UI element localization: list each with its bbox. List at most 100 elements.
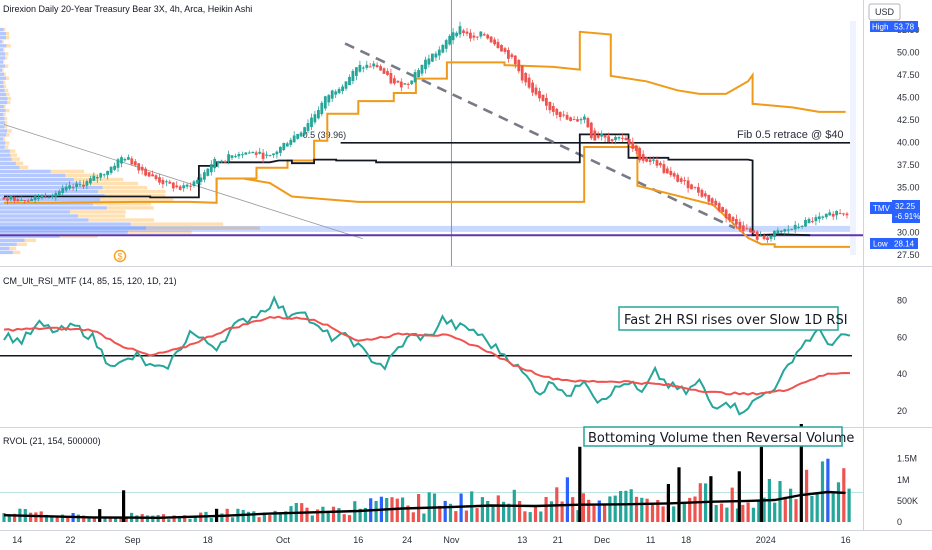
- candle-body: [234, 156, 237, 158]
- volume-bar: [847, 488, 851, 522]
- candle-body: [323, 96, 327, 109]
- candle-body: [686, 180, 690, 189]
- volume-profile-up-bar: [0, 141, 6, 145]
- volume-bar: [634, 496, 639, 522]
- candle-body: [437, 49, 441, 56]
- candle-body: [23, 200, 27, 201]
- volume-bar: [805, 469, 809, 522]
- candle-body: [721, 207, 724, 213]
- candle-body: [790, 228, 794, 230]
- volume-profile-up-bar: [0, 230, 128, 234]
- candle-body: [37, 198, 40, 200]
- volume-bar: [257, 517, 261, 522]
- candle-body: [310, 117, 313, 127]
- candle-body: [399, 81, 403, 88]
- candle-body: [296, 134, 300, 139]
- candle-body: [762, 235, 766, 240]
- volume-bar: [448, 503, 453, 522]
- volume-bar: [751, 507, 755, 522]
- volume-bar: [661, 506, 665, 522]
- candle-body: [662, 164, 666, 173]
- volume-bar: [103, 518, 107, 522]
- candle-body: [258, 151, 262, 154]
- volume-profile-down-bar: [3, 84, 7, 88]
- volume-axis-tick-label: 500K: [897, 496, 918, 506]
- last-price-tag: TMV 32.25 -6.91%: [870, 200, 920, 223]
- candle-body: [365, 64, 369, 68]
- candle-body: [244, 152, 248, 155]
- candle-body: [185, 184, 189, 187]
- candle-body: [741, 225, 745, 232]
- volume-profile-up-bar: [0, 56, 5, 60]
- volume-bar: [619, 491, 623, 522]
- currency-button[interactable]: USD: [868, 3, 901, 21]
- volume-profile-up-bar: [0, 169, 51, 174]
- volume-bar: [645, 498, 649, 522]
- candle-body: [317, 110, 320, 119]
- high-tag-value: 53.78: [894, 23, 915, 32]
- volume-bar: [252, 511, 256, 522]
- volume-bar: [815, 492, 819, 522]
- candle-body: [137, 163, 141, 171]
- volume-profile-down-bar: [2, 40, 4, 44]
- candle-body: [168, 181, 172, 184]
- volume-bar: [29, 512, 33, 522]
- candle-body: [728, 213, 731, 221]
- volume-profile-up-bar: [0, 238, 25, 242]
- volume-profile-down-bar: [73, 177, 124, 182]
- candle-body: [89, 178, 92, 184]
- volume-bar: [443, 500, 447, 522]
- candle-body: [241, 154, 244, 156]
- volume-bar: [92, 517, 96, 522]
- candle-body: [679, 178, 683, 182]
- volume-spike-bar: [578, 446, 582, 522]
- volume-profile-down-bar: [130, 222, 224, 226]
- volume-profile-down-bar: [106, 206, 154, 210]
- candle-body: [237, 154, 241, 157]
- candle-body: [824, 213, 828, 218]
- volume-spike-bar: [759, 446, 763, 522]
- candle-body: [427, 58, 431, 65]
- volume-bar: [794, 499, 798, 522]
- volume-bar: [172, 515, 176, 522]
- volume-profile-up-bar: [0, 210, 70, 214]
- volume-bar: [220, 513, 224, 522]
- candle-body: [393, 78, 396, 84]
- volume-bar: [677, 467, 681, 522]
- candle-body: [610, 139, 614, 142]
- price-axis-tick-label: 35.00: [897, 183, 920, 193]
- volume-bar: [363, 507, 367, 522]
- volume-profile-up-bar: [0, 250, 13, 255]
- candle-body: [828, 212, 832, 216]
- volume-bar: [167, 519, 171, 522]
- candle-body: [773, 230, 776, 238]
- time-axis-tick-label: Sep: [124, 535, 140, 545]
- candle-body: [655, 160, 659, 166]
- volume-bar: [783, 496, 787, 522]
- volume-profile-down-bar: [5, 108, 10, 113]
- volume-profile-down-bar: [6, 133, 10, 137]
- candle-body: [469, 32, 472, 39]
- volume-bar: [87, 516, 91, 522]
- volume-profile-down-bar: [3, 113, 6, 117]
- volume-bar: [454, 511, 458, 522]
- volume-bar: [310, 515, 314, 522]
- volume-profile-up-bar: [0, 129, 7, 133]
- candle-body: [102, 174, 106, 176]
- volume-profile-down-bar: [88, 218, 155, 222]
- black-step-line: [4, 133, 811, 237]
- candle-body: [113, 165, 116, 170]
- time-axis-tick-label: 24: [402, 535, 412, 545]
- candle-body: [842, 213, 845, 215]
- candle-body: [154, 175, 158, 180]
- candle-body: [358, 64, 362, 72]
- volume-bar: [273, 510, 277, 522]
- candle-body: [821, 216, 825, 218]
- volume-bar: [98, 509, 102, 522]
- candle-body: [817, 216, 821, 220]
- slow-rsi-line: [3, 315, 851, 396]
- dividend-marker[interactable]: $: [113, 249, 127, 263]
- candle-body: [334, 91, 338, 95]
- candle-body: [420, 64, 424, 74]
- volume-bar: [395, 498, 399, 522]
